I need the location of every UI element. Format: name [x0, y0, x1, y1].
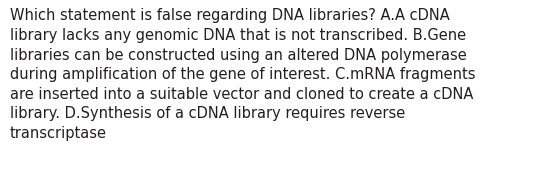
Text: Which statement is false regarding DNA libraries? A.A cDNA
library lacks any gen: Which statement is false regarding DNA l…	[10, 8, 475, 141]
